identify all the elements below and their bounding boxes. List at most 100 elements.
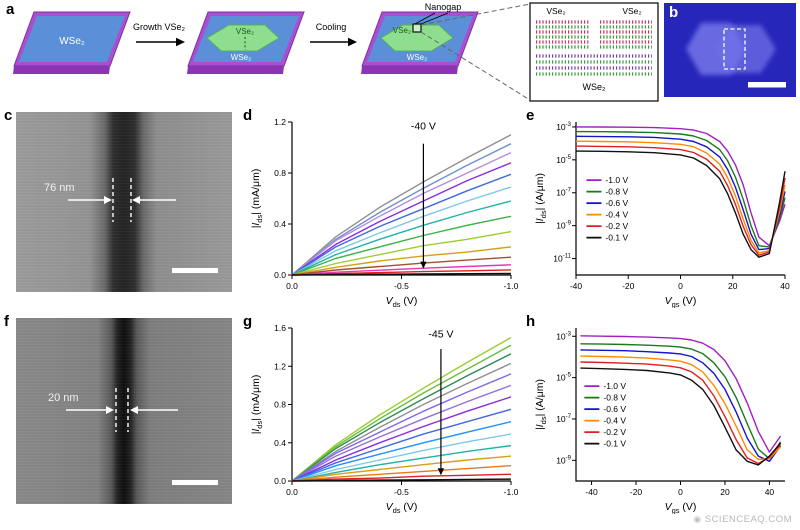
substrate-wse2-3: VSe₂ WSe₂ [361,11,479,74]
x-axis-title: Vgs (V) [665,295,697,308]
svg-text:40: 40 [780,281,790,291]
svg-text:40: 40 [765,487,775,497]
series-3 [291,162,512,276]
series-1 [580,343,782,460]
arrow-right-icon [104,196,112,204]
chart-svg-d: 0.0 -0.5 -1.0 0.0 0.4 0.8 1.2 -40 V Vds (V) |Ids|… [250,117,519,308]
svg-text:-1.0 V: -1.0 V [605,175,628,185]
svg-text:10-3: 10-3 [556,331,571,341]
panel-f-sem-image: 20 nm [16,318,232,504]
substrate1-label: WSe₂ [59,36,85,47]
svg-text:-0.5: -0.5 [394,487,409,497]
svg-text:1.2: 1.2 [274,117,286,127]
inset-vse2-right-label: VSe₂ [622,6,641,16]
svg-text:10-5: 10-5 [556,373,571,383]
chart-output-curves-20nm: 0.0 -0.5 -1.0 0.0 0.4 0.8 1.2 1.6 -45 V Vds (V) |I… [248,318,520,514]
hex-flake-right [716,25,776,73]
series-3 [580,355,782,461]
svg-text:-0.4 V: -0.4 V [605,210,628,220]
svg-text:0.4: 0.4 [274,219,286,229]
svg-text:-0.5: -0.5 [394,281,409,291]
panel-b-optical-image: b [664,3,796,97]
x-axis-title: Vds (V) [386,295,418,308]
series-13 [291,473,512,482]
series-1 [575,130,786,248]
series-6 [291,200,512,276]
series-13 [291,272,512,276]
watermark-logo-icon: ◉ [693,514,702,524]
svg-text:-20: -20 [630,487,643,497]
series-7 [291,215,512,276]
series-7 [291,408,512,482]
nanogap-callout: Nanogap [414,2,462,25]
nanogap-square-marker [412,23,422,33]
substrate-wse2-2: VSe₂ WSe₂ [187,11,305,74]
series-5 [291,186,512,276]
series-10 [291,256,512,276]
wse2-lattice-rows [536,54,652,76]
series-12 [291,269,512,276]
scale-bar [172,268,218,273]
svg-text:-40 V: -40 V [411,121,436,133]
svg-text:-0.1 V: -0.1 V [605,233,628,243]
growth-arrow-label: Growth VSe₂ [133,22,186,32]
hex3-wse2-label: WSe₂ [407,53,427,62]
substrate-wse2-1: WSe₂ [13,11,131,74]
series-1 [291,344,512,482]
svg-text:10-7: 10-7 [556,414,571,424]
chart-svg-g: 0.0 -0.5 -1.0 0.0 0.4 0.8 1.2 1.6 -45 V Vds (V) |I… [250,323,519,514]
svg-text:0.8: 0.8 [274,168,286,178]
inset-wse2-label: WSe₂ [583,82,607,92]
gap-measurement-label: 76 nm [44,182,75,194]
series-5 [291,384,512,482]
series-0 [580,335,782,453]
series-0 [291,336,512,482]
hex2-wse2-label: WSe₂ [231,53,251,62]
svg-text:1.6: 1.6 [274,323,286,333]
svg-text:-1.0 V: -1.0 V [603,381,626,391]
roi-dashed-box [723,28,746,70]
series-2 [580,349,782,463]
arrow-right-icon [348,37,357,47]
arrow-left-icon [132,196,140,204]
panel-label-b: b [669,4,679,21]
series-11 [291,455,512,482]
sem-f-overlay: 20 nm [48,388,218,485]
series-0 [575,126,786,247]
y-axis-title: |Ids| (A/μm) [534,173,548,224]
panel-a-schematic: WSe₂ Growth VSe₂ VSe₂ WSe₂ Cooling [13,2,659,102]
panel-label-h: h [526,313,536,330]
nanogap-label: Nanogap [425,2,462,12]
scale-bar [172,480,218,485]
panel-c-sem-image: 76 nm [16,112,232,292]
svg-text:10-5: 10-5 [556,155,571,165]
watermark: ◉ SCIENCEAQ.COM [693,514,792,525]
svg-text:10-9: 10-9 [556,455,571,465]
series-0 [291,134,512,276]
x-axis-title: Vds (V) [386,501,418,514]
vse2-flake-icon [380,24,454,52]
arrow-right-icon [176,37,185,47]
svg-text:-0.4 V: -0.4 V [603,416,626,426]
svg-text:-0.1 V: -0.1 V [603,439,626,449]
series-2 [291,353,512,482]
cooling-arrow-label: Cooling [316,22,347,32]
panel-label-g: g [243,313,253,330]
scale-bar [748,82,786,88]
series-12 [291,465,512,482]
series-4 [291,173,512,276]
series-4 [580,361,782,465]
series-1 [291,143,512,276]
svg-text:0: 0 [678,281,683,291]
chart-transfer-curves-76nm: -40 -20 0 20 40 10-3 10-5 10-7 10-9 10-11 -1.0 V -0… [532,112,794,308]
y-axis-title: |Ids| (mA/μm) [250,375,264,435]
series-2 [291,151,512,276]
legend: -1.0 V -0.8 V-0.6 V -0.4 V-0.2 V -0.1 V [584,381,626,449]
axes [575,328,785,482]
growth-arrow: Growth VSe₂ [133,22,186,47]
svg-text:10-9: 10-9 [556,221,571,231]
svg-text:0.0: 0.0 [274,476,286,486]
series-14 [291,478,512,482]
